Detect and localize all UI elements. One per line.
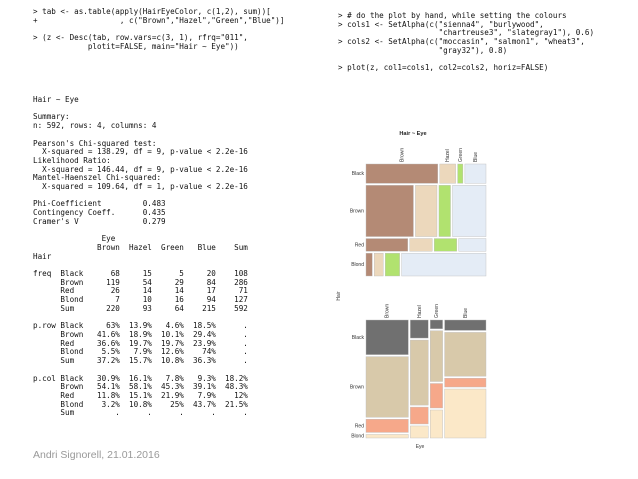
mosaic-bottom-row-label-red: Red — [355, 423, 364, 429]
mosaic-bottom-cell-green-black — [430, 319, 443, 329]
mosaic-bottom-row-label-black: Black — [352, 335, 365, 341]
mosaic-bottom-row-label-blond: Blond — [351, 434, 364, 440]
mosaic-bottom-cell-blue-brown — [444, 332, 487, 377]
mosaic-top-col-label-blue: Blue — [473, 152, 479, 162]
mosaic-top-cell-red-blue — [458, 238, 487, 252]
mosaic-bottom-col-label-blue: Blue — [463, 308, 469, 318]
mosaic-bottom-col-label-brown: Brown — [385, 304, 391, 318]
mosaic-top-cell-blond-green — [385, 253, 400, 277]
mosaic-bottom-cell-brown-black — [365, 319, 409, 355]
console-code-right: > # do the plot by hand, while setting t… — [338, 11, 595, 73]
mosaic-top-cell-black-hazel — [439, 163, 456, 184]
mosaic-top-cell-brown-brown — [365, 185, 414, 237]
mosaic-top-row-label-red: Red — [355, 242, 364, 248]
mosaic-top-cell-red-brown — [365, 238, 408, 252]
mosaic-bottom-cell-brown-brown — [365, 356, 409, 418]
mosaic-top-cell-red-green — [434, 238, 457, 252]
mosaic-bottom-row-label-brown: Brown — [350, 384, 364, 390]
console-code-left: > tab <- as.table(apply(HairEyeColor, c(… — [33, 7, 285, 51]
mosaic-top-cell-brown-hazel — [415, 185, 438, 237]
mosaic-bottom-cell-brown-blond — [365, 434, 409, 439]
mosaic-top-col-label-brown: Brown — [399, 148, 405, 162]
mosaic-top-row-label-blond: Blond — [351, 262, 364, 268]
mosaic-bottom-panel: Brown Hazel Green Blue Black Brown Red Blond — [350, 304, 487, 440]
mosaic-top-cell-black-green — [457, 163, 464, 184]
mosaic-bottom-cell-green-brown — [430, 330, 443, 382]
footer-author: Andri Signorell, 21.01.2016 — [33, 449, 160, 461]
plot-title: Hair ~ Eye — [399, 131, 426, 137]
mosaic-top-col-label-hazel: Hazel — [445, 149, 451, 162]
mosaic-bottom-cell-blue-red — [444, 377, 487, 388]
mosaic-bottom-col-label-green: Green — [434, 304, 440, 318]
mosaic-bottom-cell-hazel-brown — [410, 339, 429, 406]
mosaic-bottom-cell-brown-red — [365, 419, 409, 433]
mosaic-bottom-cell-green-red — [430, 383, 443, 409]
mosaic-bottom-cell-hazel-red — [410, 406, 429, 425]
mosaic-top-cell-blond-blue — [401, 253, 487, 277]
console-output-left: Hair ~ Eye Summary: n: 592, rows: 4, col… — [33, 95, 248, 418]
mosaic-bottom-cell-blue-black — [444, 319, 487, 331]
mosaic-top-cell-black-brown — [365, 163, 438, 184]
mosaic-top-cell-red-hazel — [409, 238, 433, 252]
mosaic-top-panel: Brown Hazel Green Blue Black Brown Red Blond — [350, 148, 487, 277]
mosaic-top-cell-blond-hazel — [374, 253, 384, 277]
mosaic-top-cell-brown-blue — [452, 185, 487, 237]
mosaic-top-row-label-brown: Brown — [350, 208, 364, 214]
plot-x-axis-label: Eye — [416, 444, 425, 450]
mosaic-top-cell-blond-brown — [365, 253, 373, 277]
mosaic-bottom-cell-blue-blond — [444, 388, 487, 439]
mosaic-bottom-cell-hazel-black — [410, 319, 429, 339]
mosaic-top-col-label-green: Green — [458, 148, 464, 162]
mosaic-top-cell-brown-green — [438, 185, 451, 237]
mosaic-top-row-label-black: Black — [352, 171, 365, 177]
mosaic-bottom-col-label-hazel: Hazel — [417, 305, 423, 318]
plot-y-axis-label: Hair — [336, 291, 342, 301]
mosaic-bottom-cell-green-blond — [430, 409, 443, 439]
mosaic-bottom-cell-hazel-blond — [410, 425, 429, 439]
mosaic-top-cell-black-blue — [464, 163, 487, 184]
